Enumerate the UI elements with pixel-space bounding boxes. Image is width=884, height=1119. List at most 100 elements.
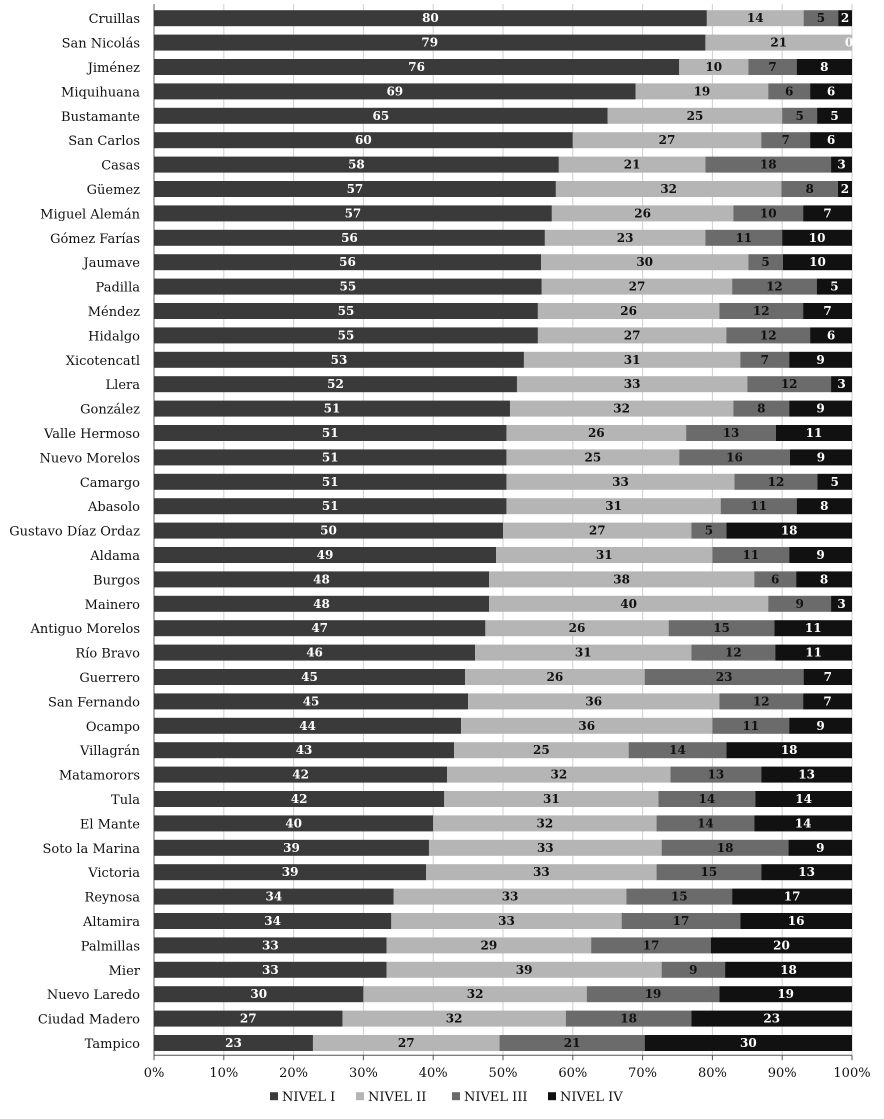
bar-value-label: 30	[636, 255, 653, 269]
bar-value-label: 7	[823, 304, 831, 318]
bar-value-label: 5	[831, 475, 839, 489]
bar-segment	[726, 327, 811, 344]
bar-segment	[658, 791, 756, 807]
bar-segment	[154, 303, 538, 319]
x-tick-label: 30%	[349, 1066, 378, 1081]
x-tick-label: 10%	[209, 1066, 238, 1081]
bar-segment	[817, 473, 852, 490]
bar-segment	[391, 913, 622, 929]
bar-segment	[831, 595, 852, 612]
bar-value-label: 38	[613, 572, 630, 586]
bar-segment	[523, 351, 741, 368]
category-label: Abasolo	[87, 500, 140, 515]
bar-value-label: 5	[761, 255, 769, 269]
bar-segment	[154, 10, 707, 27]
bar-segment	[782, 107, 818, 124]
bar-value-label: 27	[398, 1036, 415, 1050]
category-label: Camargo	[80, 476, 140, 491]
bar-segment	[154, 156, 559, 173]
bar-value-label: 12	[725, 646, 742, 660]
bar-value-label: 32	[613, 402, 630, 416]
bar-segment	[447, 766, 671, 783]
bar-value-label: 56	[339, 255, 356, 269]
bar-segment	[732, 888, 852, 905]
bar-segment	[734, 473, 818, 490]
bar-value-label: 9	[816, 719, 824, 733]
bar-value-label: 39	[282, 865, 299, 879]
category-label: Burgos	[93, 573, 140, 588]
bar-value-label: 31	[543, 792, 560, 806]
chart-value-labels: 80 14 5 279 21 076 10 7 869 19 6 665 25 5 560 27 7 658 21 1…	[225, 11, 853, 1050]
bar-segment	[154, 254, 542, 271]
bar-segment	[705, 34, 852, 51]
bar-segment	[747, 376, 832, 393]
category-label: Gustavo Díaz Ordaz	[9, 525, 140, 540]
bar-segment	[761, 132, 811, 149]
bar-segment	[516, 376, 748, 393]
bar-segment	[720, 498, 797, 515]
bar-value-label: 32	[467, 987, 484, 1001]
bar-value-label: 34	[266, 890, 283, 904]
category-label: Casas	[101, 159, 140, 174]
bar-segment	[775, 644, 852, 661]
bar-value-label: 32	[660, 182, 677, 196]
bar-segment	[444, 791, 659, 807]
bar-segment	[154, 815, 434, 832]
bar-segment	[154, 522, 503, 539]
bar-value-label: 17	[673, 914, 690, 928]
bar-segment	[154, 888, 394, 905]
bar-segment	[509, 400, 734, 417]
bar-value-label: 2	[841, 182, 849, 196]
bar-value-label: 12	[753, 304, 770, 318]
bar-segment	[154, 449, 507, 466]
bar-value-label: 9	[816, 548, 824, 562]
bar-value-label: 31	[596, 548, 613, 562]
bar-value-label: 14	[697, 816, 714, 830]
bar-value-label: 42	[292, 768, 309, 782]
bar-value-label: 6	[785, 84, 793, 98]
bar-segment	[607, 107, 783, 124]
category-label: Victoria	[87, 866, 140, 881]
bar-value-label: 27	[240, 1012, 257, 1026]
bar-value-label: 11	[742, 719, 759, 733]
category-label: Soto la Marina	[42, 842, 140, 857]
bar-segment	[154, 229, 545, 246]
bar-segment	[621, 913, 741, 929]
bar-value-label: 43	[296, 743, 313, 757]
bar-value-label: 50	[320, 524, 337, 538]
bar-segment	[393, 888, 627, 905]
bar-segment	[154, 644, 476, 661]
bar-value-label: 18	[717, 841, 734, 855]
bar-value-label: 14	[747, 11, 764, 25]
bar-value-label: 39	[516, 963, 533, 977]
bar-segment	[154, 864, 427, 881]
category-label: Cruillas	[89, 12, 140, 27]
bar-value-label: 13	[708, 768, 725, 782]
category-label: Palmillas	[81, 939, 140, 954]
category-label: Llera	[106, 378, 141, 393]
bar-segment	[691, 644, 776, 661]
bar-value-label: 17	[643, 938, 660, 952]
bar-value-label: 45	[303, 694, 320, 708]
bar-value-label: 26	[634, 206, 651, 220]
bar-value-label: 2	[841, 11, 849, 25]
bar-value-label: 11	[735, 231, 752, 245]
bar-segment	[748, 254, 783, 271]
category-label: Altamira	[82, 915, 140, 930]
bar-segment	[154, 742, 455, 759]
bar-segment	[644, 669, 804, 685]
bar-segment	[719, 303, 804, 319]
bar-value-label: 10	[809, 231, 826, 245]
bar-segment	[558, 156, 706, 173]
bar-segment	[555, 181, 782, 197]
bar-value-label: 23	[763, 1012, 780, 1026]
bar-value-label: 18	[620, 1012, 637, 1026]
bar-segment	[789, 717, 852, 734]
legend-swatch	[270, 1092, 278, 1101]
bar-segment	[454, 742, 629, 759]
bar-segment	[154, 59, 680, 75]
bar-value-label: 6	[771, 572, 779, 586]
bar-segment	[803, 669, 852, 685]
x-tick-label: 0%	[144, 1066, 165, 1081]
bar-segment	[782, 229, 852, 246]
